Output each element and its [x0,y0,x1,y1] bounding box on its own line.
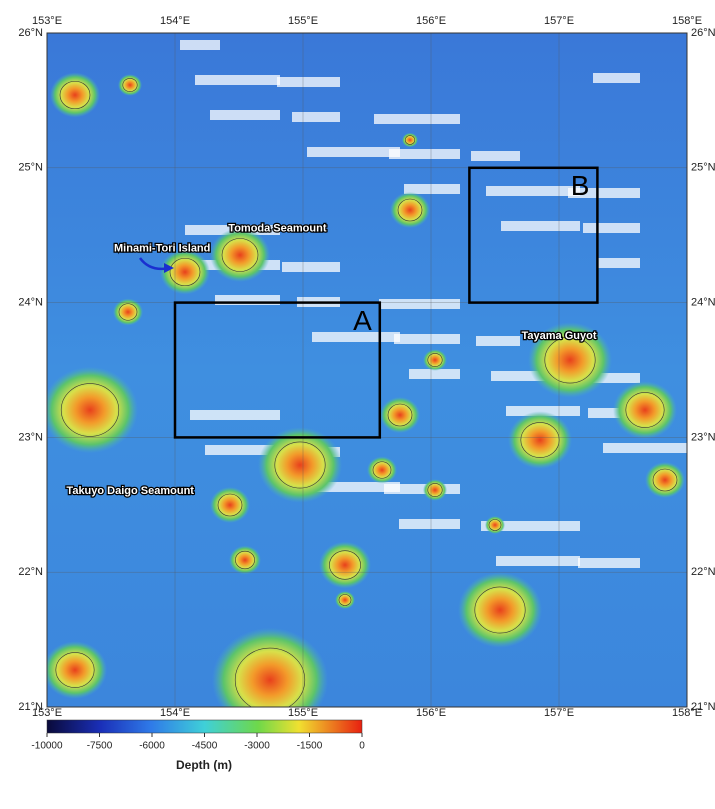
seamount [160,250,210,295]
lat-label-right: 21°N [691,701,715,713]
lat-label-right: 25°N [691,162,715,174]
colorbar-tick-label: -6000 [139,741,165,752]
survey-gap [583,223,640,233]
seamount [423,349,447,371]
lon-label-top: 154°E [160,15,190,27]
seamount [458,572,542,648]
seamount [50,73,100,118]
lon-label-top: 155°E [288,15,318,27]
colorbar-tick-label: -1500 [297,741,323,752]
lon-label-top: 156°E [416,15,446,27]
survey-gap [277,77,340,87]
seamount [367,457,397,484]
seamount [335,591,355,609]
survey-gap [210,110,280,120]
seamount [402,133,418,147]
survey-gap [598,258,640,268]
colorbar-tick-label: -3000 [244,741,270,752]
lat-label-left: 22°N [18,566,43,578]
seamount [645,462,685,498]
lon-label-top: 158°E [672,15,702,27]
place-label: Tomoda Seamount [228,222,327,234]
lat-label-right: 22°N [691,566,715,578]
seamount [613,381,677,439]
colorbar-tick-label: 0 [359,741,365,752]
map-figure: 153°E153°E154°E154°E155°E155°E156°E156°E… [0,0,715,804]
colorbar-title: Depth (m) [176,758,232,772]
survey-gap [476,336,520,346]
survey-gap [501,221,580,231]
seamount [43,641,107,699]
seamount [423,479,447,501]
lat-label-left: 24°N [18,297,43,309]
colorbar-tick-label: -7500 [87,741,113,752]
seamount [210,228,270,282]
lat-label-left: 23°N [18,431,43,443]
survey-gap [195,75,280,85]
place-label: Tayama Guyot [522,330,597,342]
survey-gap [593,73,640,83]
lat-label-left: 25°N [18,162,43,174]
survey-gap [399,519,460,529]
lon-label-top: 153°E [32,15,62,27]
survey-gap [190,410,280,420]
place-label: Takuyo Daigo Seamount [66,485,194,497]
survey-gap [374,114,460,124]
survey-gap [486,186,580,196]
survey-gap [578,558,640,568]
survey-gap [292,112,340,122]
seamount [319,542,371,589]
colorbar [47,720,362,733]
survey-gap [603,443,700,453]
survey-gap [282,262,340,272]
lat-label-right: 23°N [691,431,715,443]
lat-label-right: 26°N [691,27,715,39]
survey-gap [379,299,460,309]
box-label: B [571,170,590,201]
seamount [390,192,430,228]
lon-label-top: 157°E [544,15,574,27]
seamount [118,74,142,96]
lon-label-bottom: 155°E [288,707,318,719]
seamount [508,411,572,469]
place-label: Minami-Tori Island [114,243,210,255]
lat-label-left: 26°N [18,27,43,39]
survey-gap [180,40,220,50]
lon-label-bottom: 157°E [544,707,574,719]
lon-label-bottom: 156°E [416,707,446,719]
survey-gap [496,556,580,566]
box-label: A [353,305,372,336]
survey-gap [307,147,400,157]
lon-label-bottom: 154°E [160,707,190,719]
survey-gap [471,151,520,161]
lat-label-left: 21°N [18,701,43,713]
lat-label-right: 24°N [691,297,715,309]
colorbar-tick-label: -10000 [31,741,63,752]
seamount [229,546,261,575]
colorbar-tick-label: -4500 [192,741,218,752]
seamount [210,487,250,523]
seamount [380,397,420,433]
survey-gap [394,334,460,344]
seamount [485,516,505,534]
seamount [42,367,138,453]
